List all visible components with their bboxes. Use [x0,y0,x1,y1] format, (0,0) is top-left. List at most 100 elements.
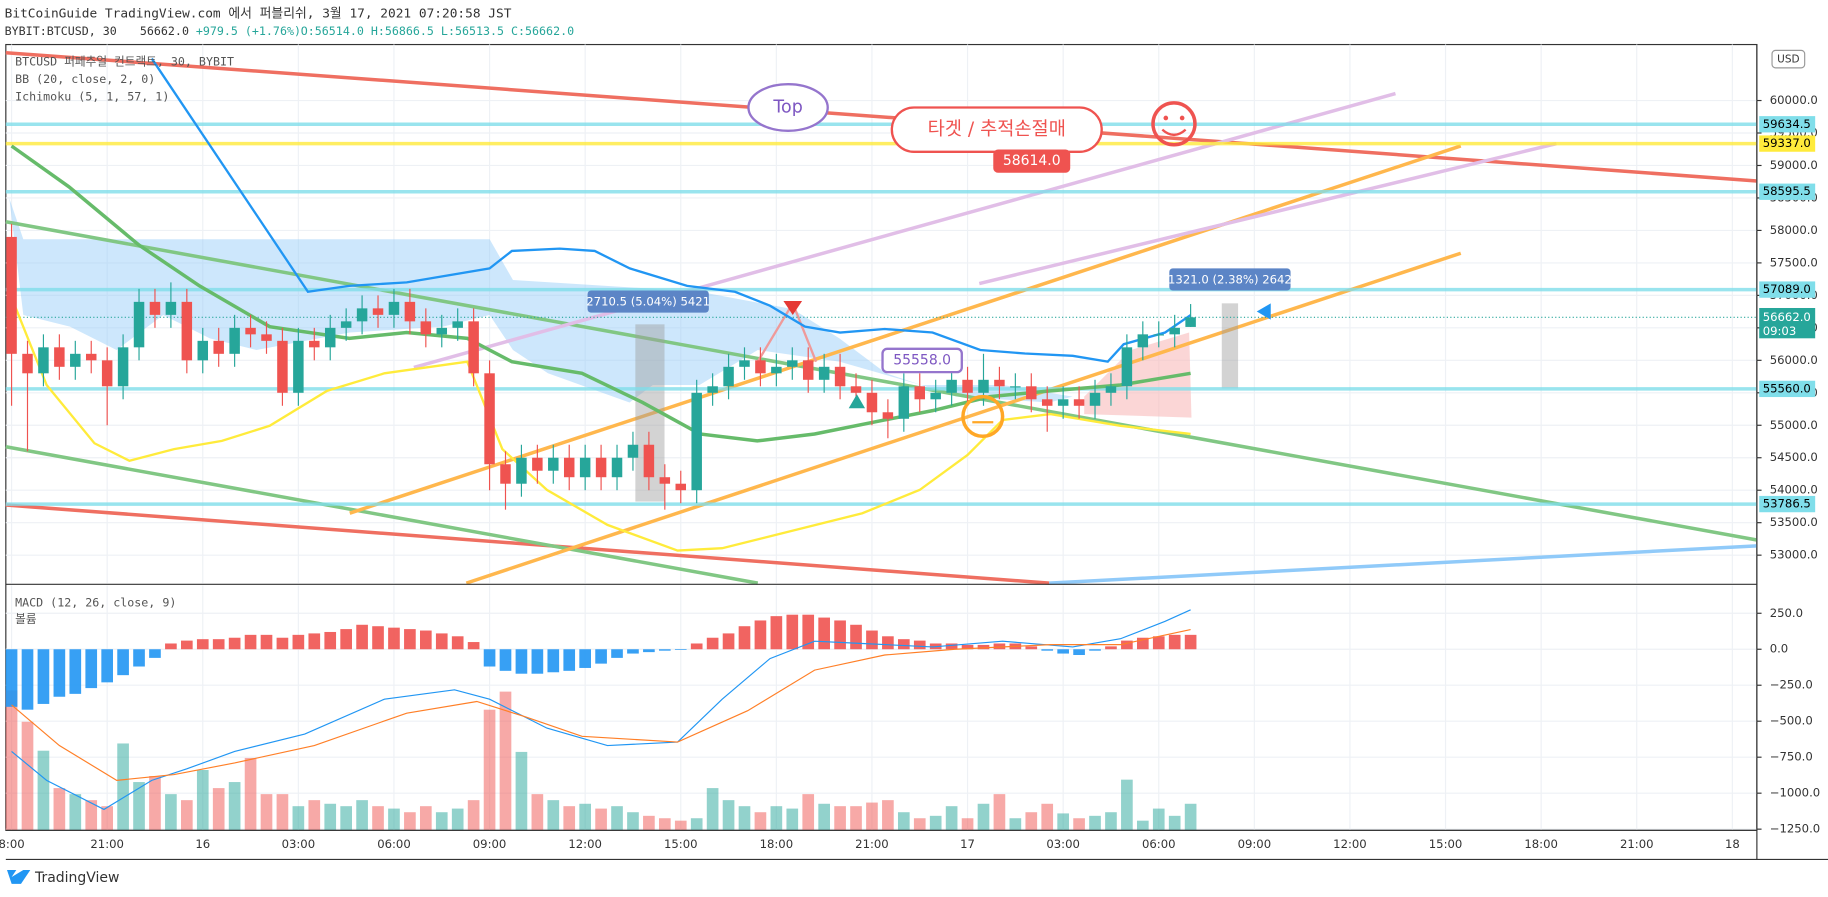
candle-body [1010,386,1021,388]
legend: BTCUSD 퍼페추얼 컨트랙트, 30, BYBIT [15,55,234,69]
candle-body [293,340,304,393]
y-tick-label: 53500.0 [1770,515,1818,529]
candle-body [691,392,702,491]
volume-bar [1184,803,1197,831]
volume-bar [674,820,687,831]
macd-bar [563,649,576,671]
macd-bar [244,634,257,650]
volume-bar [244,757,257,831]
indicator-line [10,144,1191,443]
arrow-line [756,302,794,363]
candle-body [133,301,145,348]
y-tick-label: −250.0 [1770,678,1813,692]
macd-bar [483,649,496,667]
level-badge [1759,281,1816,298]
brand: TradingView [34,870,119,886]
macd-bar [802,614,815,650]
candle-body [723,366,734,387]
trend-line [413,91,1396,370]
last: 56662.0 [140,24,189,38]
macd-bar [69,649,82,694]
candle-body [1073,399,1085,406]
candle-body [516,457,527,484]
volume-bar [961,818,974,831]
candle-body [484,373,495,465]
volume-bar [882,800,894,831]
volume-bar [21,721,34,831]
candle-body [739,360,750,367]
legend: BB (20, close, 2, 0) [15,72,155,86]
y-tick-label: 54500.0 [1770,450,1818,464]
macd-bar [292,634,305,650]
volume-bar [1136,820,1149,831]
macd-bar [356,624,368,650]
macd-bar [260,634,273,650]
countdown: 09:03 [1763,324,1797,338]
macd-bar [866,630,878,650]
macd-bar [435,633,448,650]
candle-body [1169,327,1180,335]
x-tick-label: 06:00 [1142,837,1176,851]
level-label: 55560.0 [1763,381,1811,395]
volume-bar [69,794,82,831]
macd-bar [419,630,432,650]
volume-bar [531,794,544,831]
macd-bar [5,649,18,707]
candle-body [1137,334,1149,348]
y-tick-label: 56000.0 [1770,353,1818,367]
volume-bar [627,812,639,831]
level-label: 59337.0 [1763,136,1811,150]
ohlc: O:56514.0 H:56866.5 L:56513.5 C:56662.0 [301,24,574,38]
legend: Ichimoku (5, 1, 57, 1) [15,90,169,104]
macd-bar [212,639,225,650]
candle-body [6,236,17,354]
candle-body [675,483,687,491]
x-tick-label: 17 [960,837,975,851]
macd-bar [1152,636,1165,650]
candle-body [627,444,639,458]
candle-body [245,327,256,335]
candle-body [643,444,655,478]
x-tick-label: 03:00 [282,837,316,851]
candle-body [659,477,671,484]
macd-bar [21,649,34,710]
candle-body [54,347,65,367]
volume-bar [913,818,926,831]
price-label [881,347,963,374]
y-tick-label: 60000.0 [1770,93,1818,107]
y-tick-label: −1000.0 [1770,786,1820,800]
level-badge [1759,183,1816,200]
measure-label [587,290,709,313]
volume-bar [1105,812,1117,831]
y-tick-label: 58000.0 [1770,223,1818,237]
volume-bar [643,815,655,831]
macd-bar [101,649,113,683]
x-tick-label: 15:00 [664,837,698,851]
macd-bar [738,626,751,650]
y-tick-label: −1250.0 [1770,822,1820,836]
macd-bar [1136,637,1149,650]
macd-bar [1025,646,1038,650]
volume-bar [658,818,671,831]
candle-body [1089,392,1101,406]
currency-badge[interactable] [1771,49,1806,69]
macd-bar [388,627,400,650]
level-badge [1759,116,1816,133]
x-tick-label: 09:00 [473,837,507,851]
volume-bar [770,806,783,831]
callout-text: 타겟 / 추적손절매 [928,119,1066,140]
currency: USD [1777,54,1799,66]
candle-body [1121,347,1133,387]
volume-bar [1025,812,1038,831]
y-tick-label: −500.0 [1770,714,1813,728]
change: +979.5 (+1.76%) [196,24,301,38]
y-tick-label: 0.0 [1770,642,1789,656]
volume-bar [897,812,910,831]
level-badge [1759,495,1816,513]
measure-text: 2710.5 (5.04%) 5421 [586,295,710,309]
last-price-badge [1759,307,1816,339]
macd-bar [1073,649,1085,656]
macd-bar [690,643,703,650]
trend-line [5,503,1050,585]
